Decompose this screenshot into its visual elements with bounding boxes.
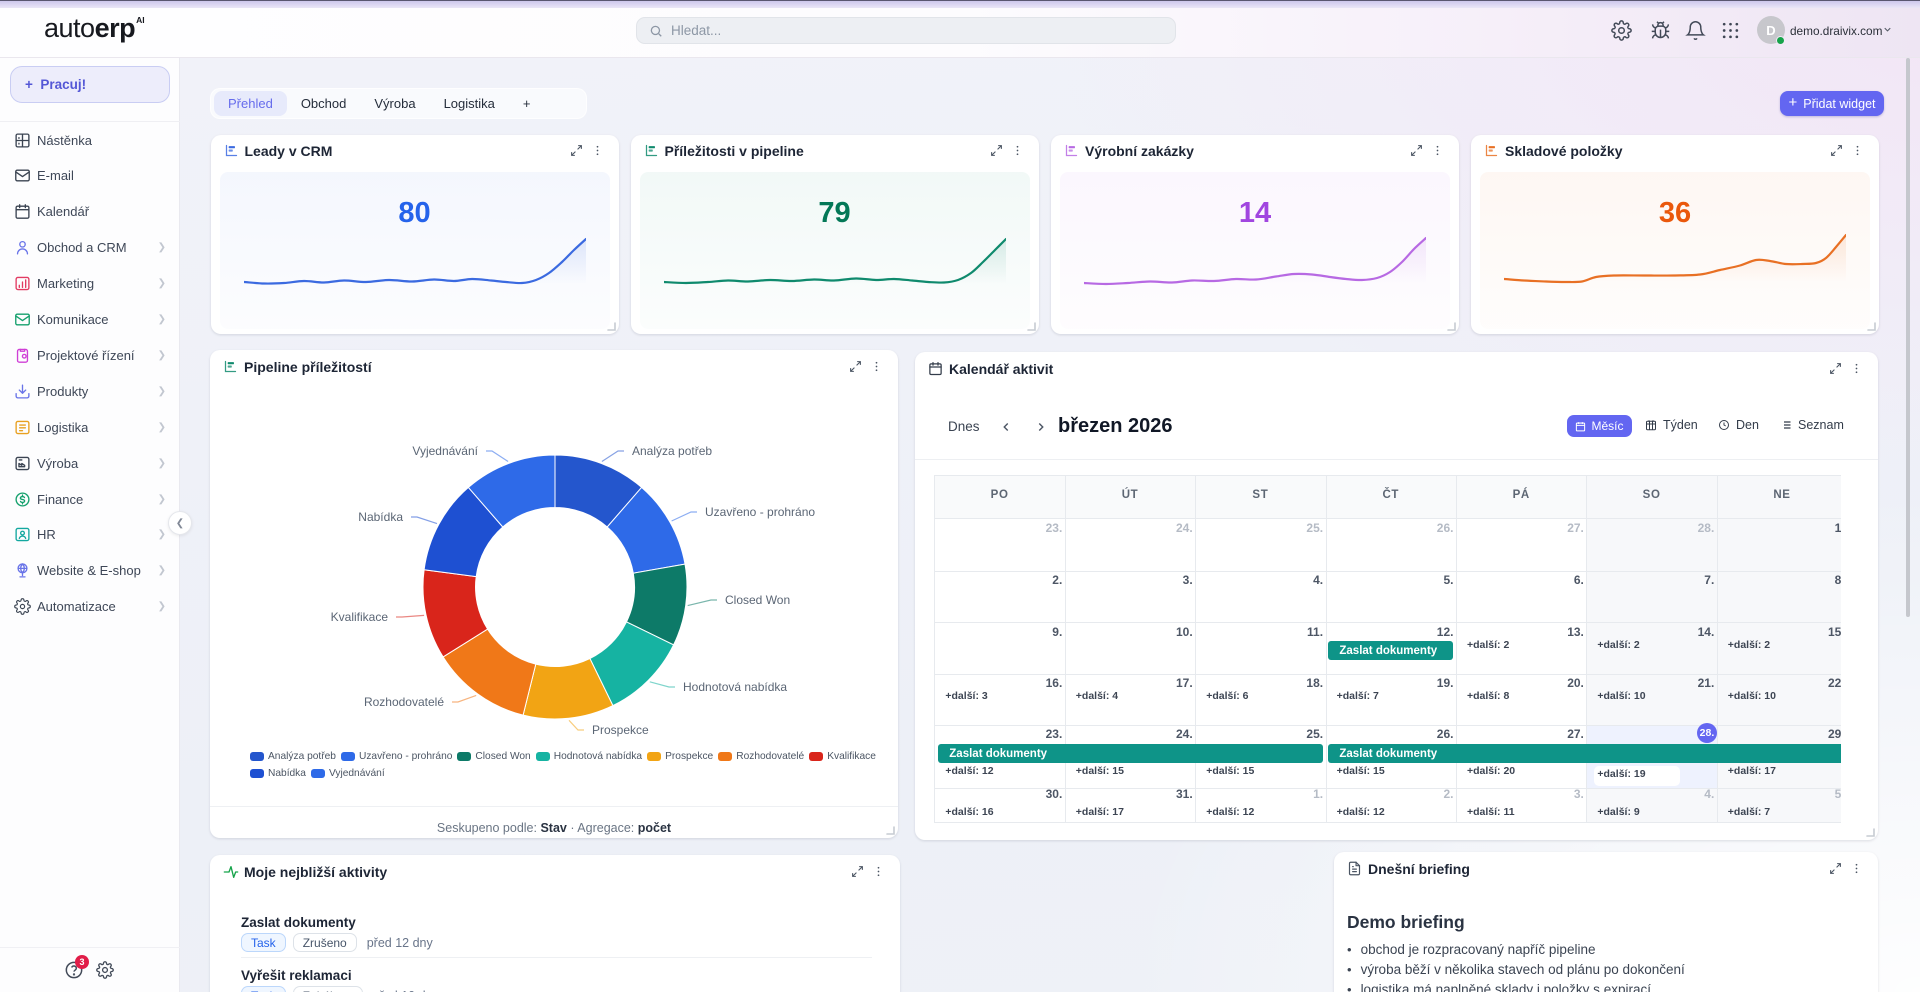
svg-text:Kvalifikace: Kvalifikace — [331, 610, 389, 624]
svg-text:Analýza potřeb: Analýza potřeb — [632, 444, 712, 458]
svg-text:Hodnotová nabídka: Hodnotová nabídka — [683, 680, 787, 694]
svg-text:Rozhodovatelé: Rozhodovatelé — [364, 695, 444, 709]
svg-text:Nabídka: Nabídka — [358, 510, 403, 524]
svg-text:Uzavřeno - prohráno: Uzavřeno - prohráno — [705, 505, 815, 519]
svg-text:Vyjednávání: Vyjednávání — [412, 444, 478, 458]
svg-text:Prospekce: Prospekce — [592, 723, 649, 737]
svg-text:Closed Won: Closed Won — [725, 593, 790, 607]
